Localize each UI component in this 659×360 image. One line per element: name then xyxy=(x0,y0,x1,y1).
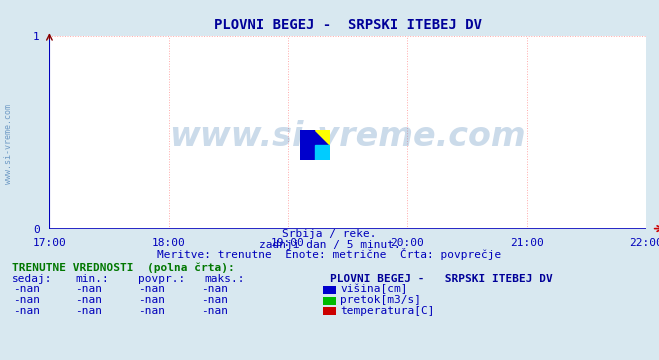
Text: sedaj:: sedaj: xyxy=(12,274,52,284)
Text: -nan: -nan xyxy=(76,295,102,305)
Text: Meritve: trenutne  Enote: metrične  Črta: povprečje: Meritve: trenutne Enote: metrične Črta: … xyxy=(158,248,501,260)
Text: -nan: -nan xyxy=(76,306,102,316)
Text: temperatura[C]: temperatura[C] xyxy=(340,306,434,316)
Text: -nan: -nan xyxy=(201,295,227,305)
Text: TRENUTNE VREDNOSTI  (polna črta):: TRENUTNE VREDNOSTI (polna črta): xyxy=(12,262,235,273)
Text: -nan: -nan xyxy=(13,306,40,316)
Text: -nan: -nan xyxy=(138,295,165,305)
Text: -nan: -nan xyxy=(76,284,102,294)
Text: -nan: -nan xyxy=(13,295,40,305)
Text: PLOVNI BEGEJ -   SRPSKI ITEBEJ DV: PLOVNI BEGEJ - SRPSKI ITEBEJ DV xyxy=(330,274,552,284)
Text: www.si-vreme.com: www.si-vreme.com xyxy=(4,104,13,184)
Text: -nan: -nan xyxy=(201,284,227,294)
Text: višina[cm]: višina[cm] xyxy=(340,284,407,294)
Text: povpr.:: povpr.: xyxy=(138,274,186,284)
Text: -nan: -nan xyxy=(138,284,165,294)
Text: www.si-vreme.com: www.si-vreme.com xyxy=(169,120,526,153)
Polygon shape xyxy=(300,130,330,160)
Text: Srbija / reke.: Srbija / reke. xyxy=(282,229,377,239)
Text: maks.:: maks.: xyxy=(204,274,244,284)
Text: min.:: min.: xyxy=(76,274,109,284)
Polygon shape xyxy=(315,145,330,160)
Title: PLOVNI BEGEJ -  SRPSKI ITEBEJ DV: PLOVNI BEGEJ - SRPSKI ITEBEJ DV xyxy=(214,18,482,32)
Polygon shape xyxy=(315,130,330,145)
Text: zadnji dan / 5 minut.: zadnji dan / 5 minut. xyxy=(258,240,401,250)
Text: -nan: -nan xyxy=(138,306,165,316)
Text: -nan: -nan xyxy=(201,306,227,316)
Text: pretok[m3/s]: pretok[m3/s] xyxy=(340,295,421,305)
Text: -nan: -nan xyxy=(13,284,40,294)
